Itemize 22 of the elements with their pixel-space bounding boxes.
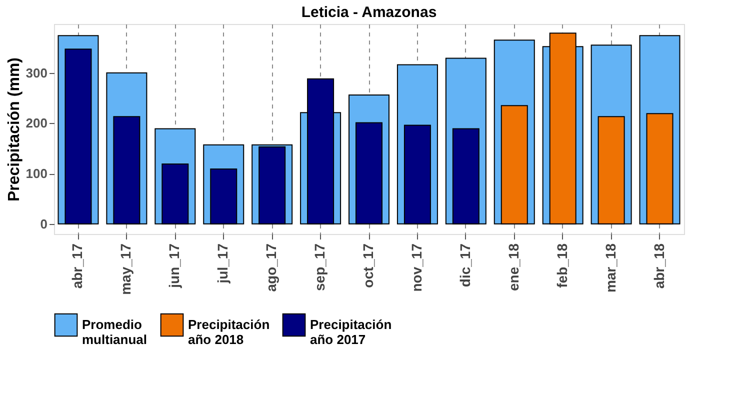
- y-tick-label: 100: [26, 166, 48, 182]
- y-tick-label: 0: [40, 216, 48, 232]
- x-tick-label: jul_17: [214, 243, 231, 284]
- x-tick-label: abr_18: [650, 243, 667, 289]
- x-tick-label: feb_18: [554, 243, 570, 288]
- x-tick-label: jun_17: [166, 243, 182, 289]
- legend-label: Precipitación año 2017: [310, 317, 392, 347]
- legend-label: Promedio multianual: [82, 317, 148, 347]
- x-tick-label: nov_17: [408, 243, 424, 292]
- x-tick-label: ago_17: [263, 243, 280, 292]
- x-tick-label: dic_17: [456, 243, 473, 288]
- y-axis-title: Precipitación (mm): [6, 57, 23, 202]
- x-tick-label: may_17: [118, 243, 134, 295]
- x-tick-label: abr_17: [69, 243, 86, 289]
- x-tick-label: oct_17: [360, 243, 376, 288]
- x-tick-label: sep_17: [312, 243, 328, 291]
- legend-label: Precipitación año 2018: [188, 317, 270, 347]
- y-tick-label: 200: [26, 116, 48, 131]
- x-tick-label: mar_18: [602, 243, 618, 293]
- x-tick-label: ene_18: [505, 243, 522, 291]
- y-tick-label: 300: [26, 65, 48, 80]
- chart-title: Leticia - Amazonas: [301, 4, 437, 21]
